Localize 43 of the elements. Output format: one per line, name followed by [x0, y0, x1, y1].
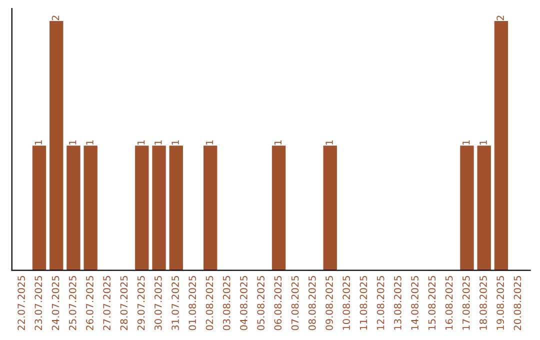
- x-tick-label: 28.07.2025: [120, 276, 128, 330]
- x-tick-label: 11.08.2025: [360, 276, 368, 330]
- x-tick-label: 31.07.2025: [172, 276, 179, 330]
- data-label: 1: [138, 140, 145, 145]
- data-label: 1: [462, 140, 470, 145]
- x-tick-label: 24.07.2025: [52, 276, 60, 330]
- x-tick-label: 30.07.2025: [154, 276, 162, 330]
- x-tick-label: 14.08.2025: [411, 276, 418, 330]
- x-tick-label: 25.07.2025: [68, 276, 76, 330]
- x-tick-label: 07.08.2025: [291, 276, 299, 330]
- data-label: 1: [274, 140, 282, 145]
- data-label: 1: [480, 140, 487, 145]
- x-tick-label: 29.07.2025: [137, 276, 145, 330]
- x-tick-label: 16.08.2025: [445, 276, 453, 330]
- x-tick-label: 26.07.2025: [86, 276, 94, 330]
- x-tick-label: 13.08.2025: [394, 276, 402, 330]
- x-tick-label: 15.08.2025: [428, 276, 436, 330]
- x-tick-label: 02.08.2025: [206, 276, 214, 330]
- x-tick-label: 01.08.2025: [188, 276, 196, 330]
- x-tick-label: 06.08.2025: [274, 276, 282, 330]
- x-tick-label: 09.08.2025: [326, 276, 333, 330]
- data-label: 1: [34, 140, 42, 145]
- data-label: 1: [206, 140, 214, 145]
- x-tick-label: 03.08.2025: [222, 276, 230, 330]
- data-label: 2: [52, 16, 60, 20]
- x-tick-label: 04.08.2025: [240, 276, 248, 330]
- x-tick-label: 12.08.2025: [376, 276, 384, 330]
- x-tick-label: 27.07.2025: [103, 276, 111, 330]
- data-label: 1: [69, 140, 76, 145]
- data-label: 1: [172, 140, 179, 145]
- x-tick-label: 19.08.2025: [496, 276, 504, 330]
- data-label: 2: [496, 16, 504, 20]
- data-label: 1: [86, 140, 94, 145]
- x-tick-label: 20.08.2025: [514, 276, 522, 330]
- x-tick-label: 22.07.2025: [18, 276, 25, 330]
- data-label: 1: [326, 140, 333, 145]
- x-tick-label: 05.08.2025: [257, 276, 264, 330]
- data-label: 1: [154, 140, 162, 145]
- x-tick-label: 10.08.2025: [342, 276, 350, 330]
- x-tick-label: 18.08.2025: [480, 276, 487, 330]
- x-tick-label: 08.08.2025: [308, 276, 316, 330]
- x-tick-label: 23.07.2025: [34, 276, 42, 330]
- x-tick-label: 17.08.2025: [462, 276, 470, 330]
